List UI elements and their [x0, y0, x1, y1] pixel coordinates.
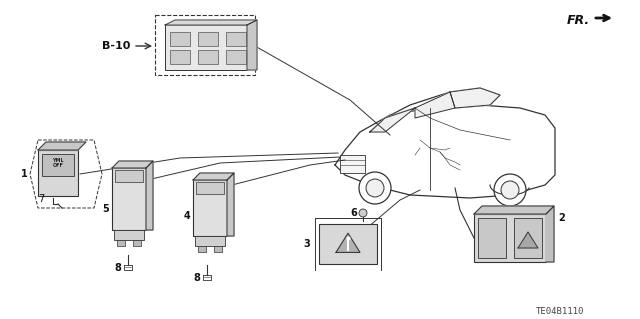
- Polygon shape: [336, 233, 360, 252]
- Bar: [214, 246, 222, 252]
- Polygon shape: [146, 161, 153, 230]
- Text: 6: 6: [350, 208, 357, 218]
- Text: B-10: B-10: [102, 41, 130, 51]
- Bar: [340, 155, 365, 173]
- Polygon shape: [415, 92, 455, 118]
- Text: 1: 1: [21, 169, 28, 179]
- Polygon shape: [370, 88, 500, 132]
- Polygon shape: [38, 142, 86, 150]
- Bar: [115, 170, 143, 182]
- Bar: [195, 236, 225, 246]
- Polygon shape: [193, 173, 234, 180]
- Text: 8: 8: [114, 263, 121, 273]
- Bar: [155, 15, 255, 75]
- Text: TE04B1110: TE04B1110: [536, 308, 584, 316]
- Bar: [198, 32, 218, 46]
- Polygon shape: [165, 20, 257, 25]
- Text: YML
OFF: YML OFF: [52, 158, 64, 168]
- Circle shape: [494, 174, 526, 206]
- Polygon shape: [335, 105, 555, 198]
- Bar: [319, 224, 377, 264]
- Text: 2: 2: [558, 213, 564, 223]
- Bar: [114, 230, 144, 240]
- Bar: [226, 50, 246, 64]
- Bar: [474, 214, 546, 262]
- Polygon shape: [247, 20, 257, 70]
- Polygon shape: [546, 206, 554, 262]
- Bar: [165, 25, 247, 70]
- Bar: [170, 50, 190, 64]
- Bar: [170, 32, 190, 46]
- Bar: [226, 32, 246, 46]
- Circle shape: [501, 181, 519, 199]
- Polygon shape: [112, 161, 153, 168]
- Bar: [133, 240, 141, 246]
- Polygon shape: [227, 173, 234, 236]
- Polygon shape: [518, 232, 538, 248]
- Bar: [198, 246, 206, 252]
- Polygon shape: [474, 206, 554, 214]
- Circle shape: [359, 209, 367, 217]
- Bar: [42, 154, 74, 176]
- Bar: [117, 240, 125, 246]
- Bar: [112, 168, 146, 230]
- Bar: [514, 218, 542, 258]
- Text: 3: 3: [303, 239, 310, 249]
- Text: 4: 4: [183, 211, 190, 221]
- Text: 7: 7: [38, 194, 44, 204]
- Bar: [38, 150, 78, 196]
- Bar: [196, 182, 224, 194]
- Bar: [193, 180, 227, 236]
- Circle shape: [366, 179, 384, 197]
- Bar: [478, 218, 506, 258]
- Text: FR.: FR.: [567, 13, 590, 26]
- Text: 8: 8: [193, 273, 200, 283]
- Text: 5: 5: [102, 204, 109, 214]
- Polygon shape: [450, 88, 500, 108]
- Bar: [198, 50, 218, 64]
- Polygon shape: [370, 108, 415, 132]
- Circle shape: [359, 172, 391, 204]
